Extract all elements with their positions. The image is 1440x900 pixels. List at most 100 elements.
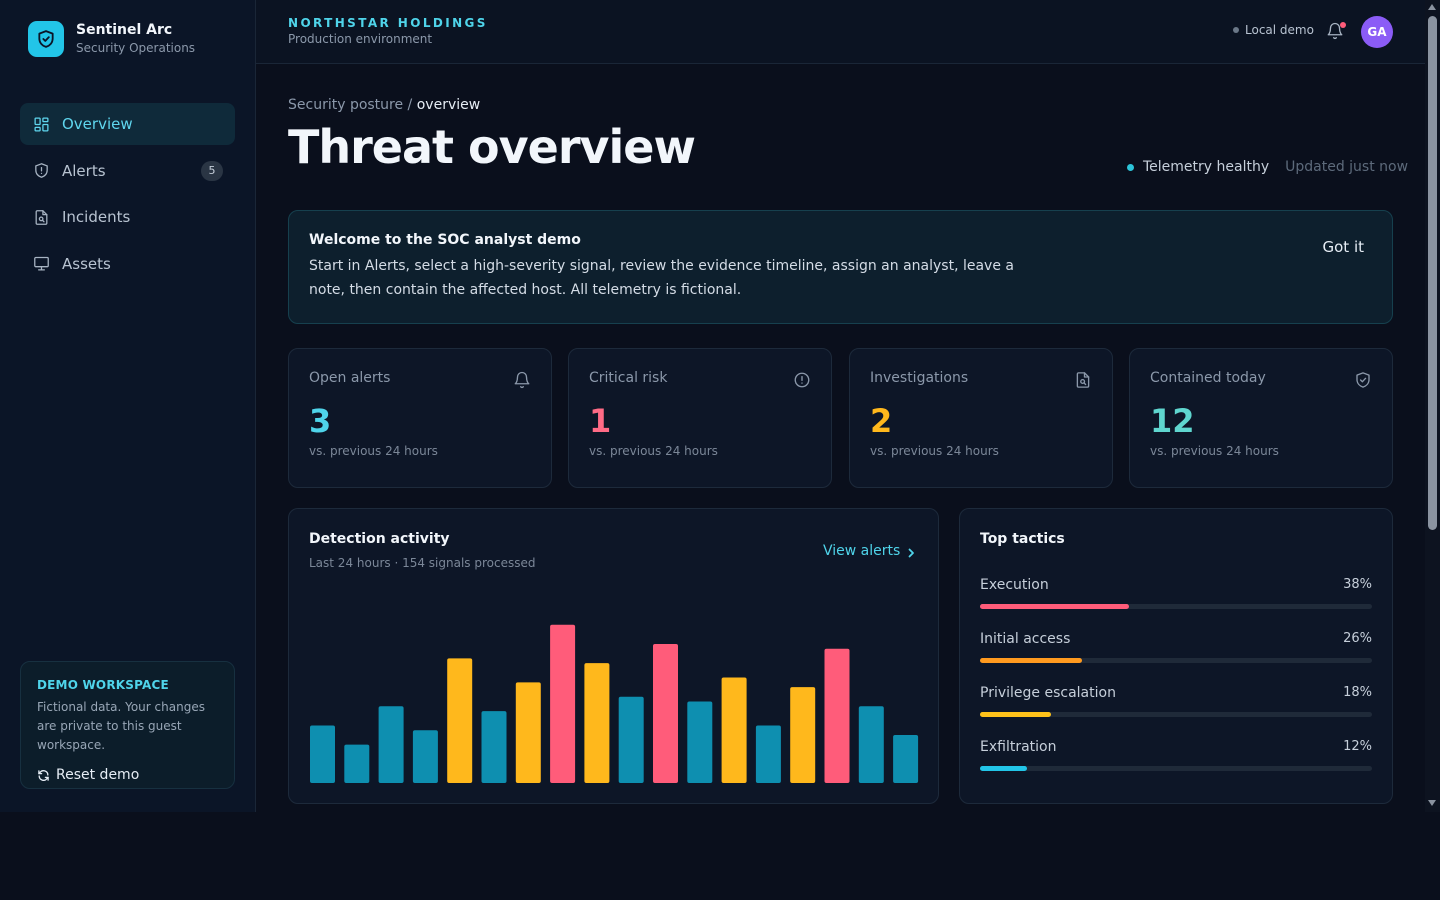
refresh-icon (37, 769, 50, 782)
tactic-row[interactable]: Execution 38% (980, 577, 1372, 611)
activity-bar[interactable] (378, 706, 404, 783)
sidebar-item-incidents[interactable]: Incidents (20, 196, 235, 238)
chevron-right-icon (906, 546, 916, 558)
activity-bar[interactable] (687, 701, 713, 784)
scroll-down-arrow-icon[interactable] (1428, 800, 1436, 806)
updated-timestamp: Updated just now (1285, 159, 1409, 175)
activity-subtitle: Last 24 hours · 154 signals processed (309, 556, 536, 570)
reset-demo-label: Reset demo (56, 767, 140, 783)
stat-label: Critical risk (589, 370, 668, 386)
tactic-bar-fill (980, 604, 1129, 609)
file-search-icon (1074, 371, 1092, 389)
reset-demo-button[interactable]: Reset demo (37, 767, 218, 783)
tactic-name: Execution (980, 577, 1049, 593)
tactic-percent: 38% (1343, 577, 1372, 592)
activity-bar[interactable] (790, 687, 816, 783)
stat-value: 3 (309, 402, 332, 440)
stat-card-contained-today[interactable]: Contained today 12 vs. previous 24 hours (1129, 348, 1393, 488)
stat-comparison: vs. previous 24 hours (1150, 444, 1279, 458)
sidebar-item-assets[interactable]: Assets (20, 243, 235, 285)
scrollbar-thumb[interactable] (1428, 16, 1437, 530)
shield-check-icon (1354, 371, 1372, 389)
alert-circle-icon (793, 371, 811, 389)
stat-card-investigations[interactable]: Investigations 2 vs. previous 24 hours (849, 348, 1113, 488)
brand[interactable]: Sentinel Arc Security Operations (28, 21, 195, 57)
grid-icon (32, 115, 50, 133)
stat-card-open-alerts[interactable]: Open alerts 3 vs. previous 24 hours (288, 348, 552, 488)
demo-workspace-description: Fictional data. Your changes are private… (37, 700, 205, 752)
tactic-row[interactable]: Privilege escalation 18% (980, 685, 1372, 719)
activity-bar[interactable] (515, 682, 541, 783)
stat-value: 1 (589, 402, 612, 440)
tactic-bar-fill (980, 766, 1028, 771)
dismiss-welcome-button[interactable]: Got it (1322, 238, 1365, 256)
page-scrollbar[interactable] (1425, 0, 1440, 812)
activity-bar[interactable] (344, 744, 370, 783)
activity-bar[interactable] (893, 735, 919, 783)
stat-comparison: vs. previous 24 hours (589, 444, 718, 458)
sidebar-item-label: Alerts (62, 161, 106, 180)
tactic-bar-fill (980, 658, 1082, 663)
detection-activity-card: Detection activity Last 24 hours · 154 s… (288, 508, 939, 804)
tactic-bar-track (980, 604, 1372, 609)
mode-label: Local demo (1245, 23, 1314, 37)
sidebar-item-label: Assets (62, 254, 111, 273)
sidebar: Sentinel Arc Security Operations Overvie… (0, 0, 256, 812)
view-alerts-link[interactable]: View alerts (823, 543, 916, 559)
activity-bar[interactable] (481, 711, 507, 783)
sidebar-item-alerts[interactable]: Alerts 5 (20, 150, 235, 192)
scroll-up-arrow-icon[interactable] (1428, 4, 1436, 10)
alerts-count-badge: 5 (201, 160, 223, 181)
demo-workspace-panel: DEMO WORKSPACE Fictional data. Your chan… (20, 661, 235, 789)
welcome-title: Welcome to the SOC analyst demo (309, 232, 581, 248)
activity-bar[interactable] (755, 725, 781, 783)
activity-bar[interactable] (618, 696, 644, 783)
tactic-bar-track (980, 766, 1372, 771)
sidebar-item-label: Overview (62, 115, 133, 133)
activity-bar[interactable] (584, 663, 610, 783)
brand-subtitle: Security Operations (76, 41, 196, 55)
activity-bar[interactable] (310, 725, 335, 783)
activity-bar[interactable] (412, 730, 438, 783)
sidebar-item-overview[interactable]: Overview (20, 103, 235, 145)
notification-dot-icon (1340, 22, 1346, 28)
stat-comparison: vs. previous 24 hours (309, 444, 438, 458)
breadcrumb-current: overview (416, 97, 481, 113)
stats-row: Open alerts 3 vs. previous 24 hours Crit… (288, 348, 1393, 488)
stat-label: Contained today (1150, 370, 1266, 386)
tactic-bar-track (980, 712, 1372, 717)
notifications-button[interactable] (1326, 22, 1346, 42)
tactic-bar-fill (980, 712, 1051, 717)
tactic-name: Initial access (980, 631, 1071, 647)
health-dot-icon (1127, 163, 1134, 171)
mode-indicator: Local demo (1233, 23, 1314, 37)
stat-label: Open alerts (309, 370, 391, 386)
app-window: Sentinel Arc Security Operations Overvie… (0, 0, 1440, 812)
activity-bar[interactable] (653, 643, 678, 783)
tactic-row[interactable]: Exfiltration 12% (980, 739, 1372, 773)
detection-activity-chart (310, 624, 919, 784)
shield-logo-icon (28, 21, 64, 57)
page-title: Threat overview (288, 120, 696, 174)
brand-name: Sentinel Arc (76, 22, 173, 38)
bell-icon (1326, 22, 1344, 44)
tactic-percent: 12% (1343, 739, 1372, 754)
user-avatar[interactable]: GA (1361, 16, 1393, 48)
top-tactics-card: Top tactics Execution 38% Initial access… (959, 508, 1393, 804)
telemetry-status: Telemetry healthy Updated just now (1127, 159, 1408, 175)
activity-bar[interactable] (858, 706, 884, 783)
stat-label: Investigations (870, 370, 969, 386)
welcome-text: Start in Alerts, select a high-severity … (309, 258, 1014, 298)
activity-bar[interactable] (447, 658, 473, 783)
stat-card-critical-risk[interactable]: Critical risk 1 vs. previous 24 hours (568, 348, 832, 488)
activity-bar[interactable] (824, 648, 850, 783)
stat-value: 12 (1150, 402, 1195, 440)
tactic-name: Privilege escalation (980, 685, 1116, 701)
activity-bar[interactable] (550, 624, 576, 783)
tactic-percent: 18% (1343, 685, 1372, 700)
demo-workspace-title: DEMO WORKSPACE (37, 678, 169, 692)
activity-bar[interactable] (721, 677, 747, 783)
breadcrumb-parent[interactable]: Security posture / (288, 97, 417, 113)
tactic-row[interactable]: Initial access 26% (980, 631, 1372, 665)
tactic-bar-track (980, 658, 1372, 663)
